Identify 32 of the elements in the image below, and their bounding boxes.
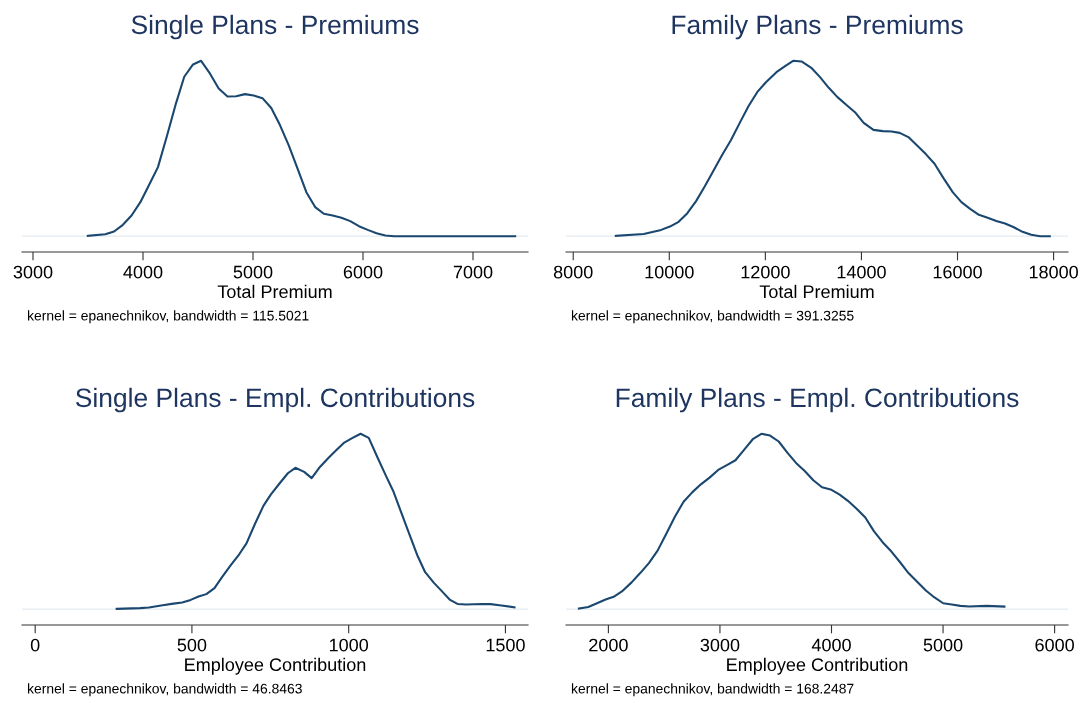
x-tick-label: 4000 — [811, 638, 851, 652]
x-axis-title: Employee Contribution — [727, 657, 908, 675]
x-tick-label: 7000 — [453, 265, 493, 279]
chart-title: Single Plans - Empl. Contributions — [76, 387, 475, 413]
x-tick-label: 3000 — [700, 638, 740, 652]
x-axis-title: Total Premium — [759, 284, 874, 299]
x-tick-label: 6000 — [343, 265, 383, 279]
x-tick-label: 1000 — [329, 638, 369, 652]
chart-title: Family Plans - Premiums — [672, 14, 963, 40]
x-tick-label: 10000 — [645, 265, 694, 279]
x-tick-label: 4000 — [123, 265, 163, 279]
text: kernel = epanechnikov, bandwidth = 115.5021 — [28, 310, 309, 324]
x-tick-label: 1500 — [486, 638, 525, 652]
x-axis-title: Employee Contribution — [185, 657, 366, 675]
text: kernel = epanechnikov, bandwidth = 391.3255 — [571, 310, 854, 324]
x-tick-label: 3000 — [13, 265, 53, 279]
x-tick-label: 2000 — [589, 638, 628, 652]
x-tick-label: 18000 — [1029, 265, 1078, 279]
chart-title: Single Plans - Premiums — [131, 14, 419, 40]
x-axis-title: Total Premium — [217, 284, 332, 299]
x-tick-label: 5000 — [923, 638, 963, 652]
x-tick-label: 0 — [30, 638, 40, 652]
x-tick-label: 6000 — [1035, 638, 1074, 652]
x-tick-label: 5000 — [233, 265, 273, 279]
text: kernel = epanechnikov, bandwidth = 168.2487 — [571, 683, 854, 697]
x-tick-label: 8000 — [553, 265, 593, 279]
x-tick-label: 16000 — [933, 265, 982, 279]
chart-title: Family Plans - Empl. Contributions — [616, 387, 1019, 413]
x-tick-label: 14000 — [837, 265, 886, 279]
x-tick-label: 500 — [177, 638, 207, 652]
text: kernel = epanechnikov, bandwidth = 46.8463 — [28, 683, 302, 697]
x-tick-label: 12000 — [741, 265, 790, 279]
